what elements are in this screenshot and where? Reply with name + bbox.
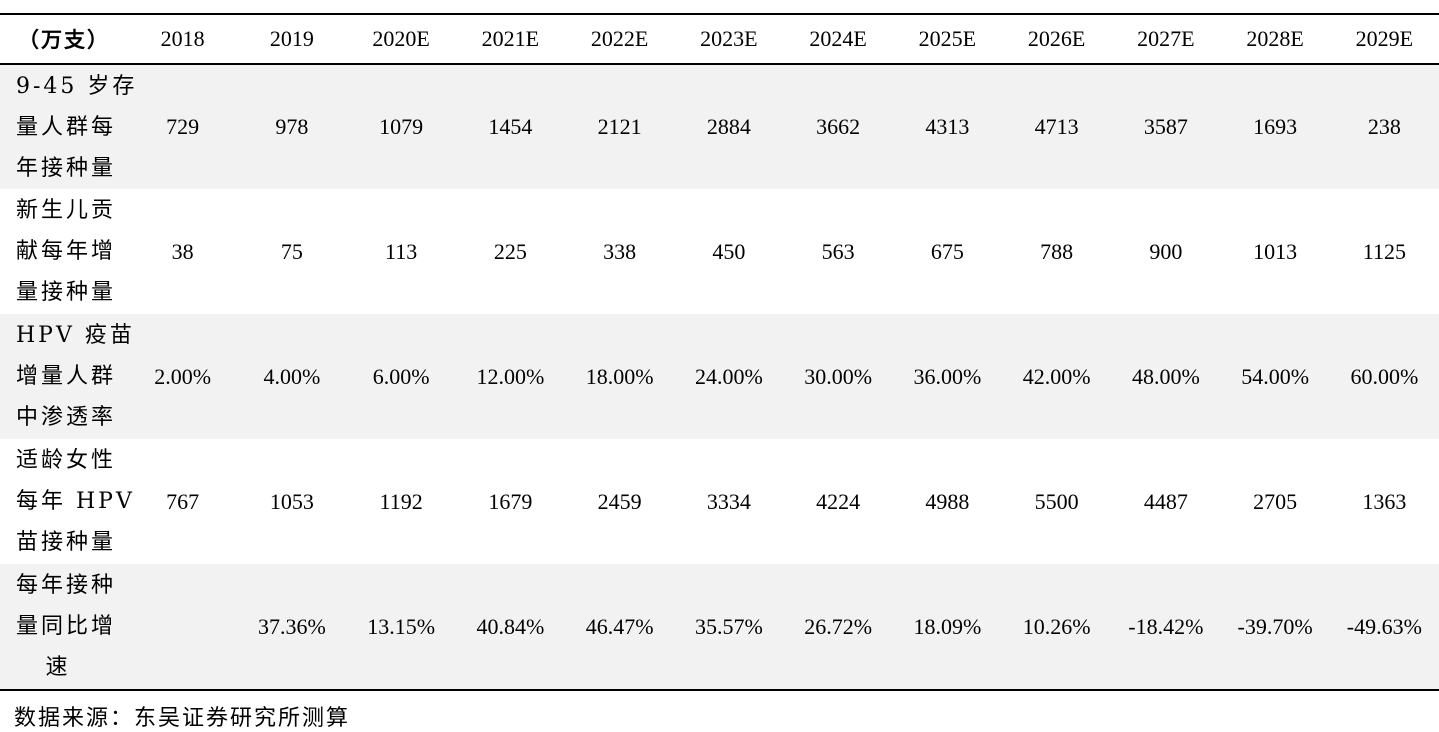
column-header: 2023E <box>674 13 784 65</box>
table-cell: 2705 <box>1253 488 1298 514</box>
table-cell: 675 <box>930 238 964 264</box>
table-cell: 3662 <box>816 114 861 139</box>
data-table-container: （万支） 2018 2019 2020E 2021E 2022E 2023E 2… <box>0 13 1439 691</box>
table-cell: 225 <box>493 238 527 264</box>
table-cell: 3334 <box>706 488 751 514</box>
table-cell: 6.00% <box>372 363 430 389</box>
table-cell: 2884 <box>706 114 751 139</box>
table-row: 适龄女性 每年 HPV 苗接种量 767 1053 1192 1679 2459… <box>0 439 1439 564</box>
table-cell: 37.36% <box>237 564 347 691</box>
table-cell: 46.47% <box>565 564 675 691</box>
unit-header: （万支） <box>0 13 128 65</box>
row-label: 9-45 岁存 量人群每 年接种量 <box>16 73 138 181</box>
table-cell: 238 <box>1367 114 1401 139</box>
table-cell: 113 <box>385 238 418 264</box>
table-cell: 1053 <box>269 488 314 514</box>
table-cell: 1013 <box>1253 238 1298 264</box>
table-cell: 42.00% <box>1022 363 1091 389</box>
table-cell: 729 <box>166 114 200 139</box>
table-cell: 18.00% <box>585 363 654 389</box>
table-cell: 26.72% <box>783 564 893 691</box>
source-note: 数据来源：东吴证券研究所测算 <box>14 706 351 731</box>
table-cell: 1079 <box>379 114 424 139</box>
table-cell: 2121 <box>597 114 642 139</box>
column-header: 2021E <box>455 13 565 65</box>
column-header: 2028E <box>1220 13 1330 65</box>
table-cell: 1693 <box>1253 114 1298 139</box>
table-cell: -18.42% <box>1111 564 1221 691</box>
table-cell: 30.00% <box>804 363 873 389</box>
table-cell: 767 <box>166 488 200 514</box>
table-row: HPV 疫苗 增量人群 中渗透率 2.00% 4.00% 6.00% 12.00… <box>0 314 1439 439</box>
column-header: 2024E <box>783 13 893 65</box>
column-header: 2029E <box>1329 13 1439 65</box>
table-cell: 4313 <box>925 114 970 139</box>
table-row: 9-45 岁存 量人群每 年接种量 729 978 1079 1454 2121… <box>0 64 1439 189</box>
table-cell: 38 <box>171 238 194 264</box>
table-cell: 4224 <box>816 488 861 514</box>
table-cell: 60.00% <box>1350 363 1419 389</box>
table-cell: 36.00% <box>913 363 982 389</box>
hpv-vaccination-table: （万支） 2018 2019 2020E 2021E 2022E 2023E 2… <box>0 13 1439 691</box>
column-header: 2026E <box>1002 13 1112 65</box>
table-cell: 10.26% <box>1002 564 1112 691</box>
table-cell: 54.00% <box>1241 363 1310 389</box>
table-cell: 450 <box>712 238 746 264</box>
table-cell: 3587 <box>1143 114 1188 139</box>
column-header: 2027E <box>1111 13 1221 65</box>
table-cell: 1125 <box>1362 238 1406 264</box>
table-cell: 1363 <box>1362 488 1407 514</box>
table-cell: -39.70% <box>1220 564 1330 691</box>
column-header: 2022E <box>565 13 675 65</box>
row-label: 适龄女性 每年 HPV 苗接种量 <box>16 448 135 555</box>
table-cell: 4988 <box>925 488 970 514</box>
row-label: HPV 疫苗 增量人群 中渗透率 <box>16 323 135 430</box>
column-header: 2020E <box>346 13 456 65</box>
table-cell: 5500 <box>1034 488 1079 514</box>
column-header: 2019 <box>237 13 347 65</box>
table-cell: 75 <box>280 238 303 264</box>
table-cell: 13.15% <box>346 564 456 691</box>
row-label: 每年接种 量同比增 速 <box>0 564 128 691</box>
table-row: 每年接种 量同比增 速 37.36% 13.15% 40.84% 46.47% … <box>0 564 1439 691</box>
table-cell: 2459 <box>597 488 642 514</box>
table-cell: 4.00% <box>263 363 321 389</box>
table-cell: 788 <box>1040 238 1074 264</box>
table-row: 新生儿贡 献每年增 量接种量 38 75 113 225 338 450 563… <box>0 189 1439 314</box>
table-cell: 35.57% <box>674 564 784 691</box>
table-cell: 18.09% <box>892 564 1002 691</box>
table-cell: 1679 <box>488 488 533 514</box>
row-label: 新生儿贡 献每年增 量接种量 <box>16 198 117 305</box>
table-cell <box>128 564 238 691</box>
table-cell: 1192 <box>379 488 423 514</box>
table-cell: 24.00% <box>694 363 763 389</box>
table-cell: 338 <box>603 238 637 264</box>
table-cell: 2.00% <box>154 363 212 389</box>
table-cell: 978 <box>275 114 309 139</box>
column-header: 2018 <box>128 13 238 65</box>
table-cell: 4713 <box>1034 114 1079 139</box>
table-cell: 1454 <box>488 114 533 139</box>
column-header: 2025E <box>892 13 1002 65</box>
table-cell: 12.00% <box>476 363 545 389</box>
table-cell: 563 <box>821 238 855 264</box>
table-cell: 40.84% <box>455 564 565 691</box>
table-cell: 900 <box>1149 238 1183 264</box>
table-cell: 48.00% <box>1131 363 1200 389</box>
header-row: （万支） 2018 2019 2020E 2021E 2022E 2023E 2… <box>0 13 1439 65</box>
table-cell: 4487 <box>1143 488 1188 514</box>
table-cell: -49.63% <box>1329 564 1439 691</box>
